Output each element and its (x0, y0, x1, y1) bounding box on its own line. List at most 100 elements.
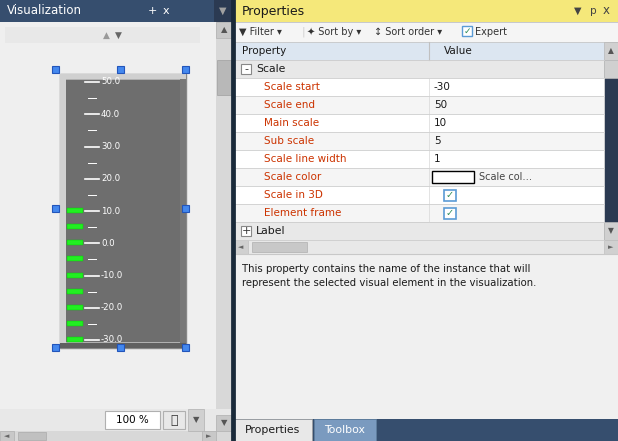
Bar (67, 208, 83, 213)
Bar (60, 74, 186, 348)
Text: Scale color: Scale color (264, 172, 321, 182)
Bar (216, 22, 232, 431)
Bar (5, 27, 200, 43)
Text: Scale col…: Scale col… (479, 172, 532, 182)
Bar (188, 409, 204, 431)
Text: ⌕: ⌕ (170, 414, 178, 426)
Bar (241, 64, 251, 74)
Bar (234, 0, 618, 22)
Bar (182, 66, 189, 73)
Text: Scale in 3D: Scale in 3D (264, 190, 323, 200)
Text: Visualization: Visualization (7, 4, 82, 18)
Text: |: | (302, 27, 306, 37)
Bar (18, 432, 46, 440)
Bar (105, 411, 160, 429)
Text: ▲: ▲ (608, 46, 614, 56)
Bar (234, 204, 604, 222)
Text: This property contains the name of the instance that will: This property contains the name of the i… (242, 264, 530, 274)
Bar (182, 205, 189, 212)
Text: x: x (603, 4, 609, 18)
Text: 10.0: 10.0 (101, 206, 120, 216)
Text: ▼: ▼ (193, 415, 199, 425)
Text: Scale: Scale (256, 64, 286, 74)
Text: -10.0: -10.0 (101, 271, 123, 280)
Bar (234, 240, 618, 254)
Text: 40.0: 40.0 (101, 110, 120, 119)
Bar (60, 74, 186, 79)
Text: 5: 5 (434, 136, 441, 146)
Bar (67, 224, 83, 229)
Text: Property: Property (242, 46, 286, 56)
Text: 1: 1 (434, 154, 441, 164)
Bar (234, 114, 604, 132)
Bar (234, 96, 604, 114)
Bar (217, 60, 231, 95)
Text: ✓: ✓ (464, 26, 471, 35)
Text: Scale line width: Scale line width (264, 154, 347, 164)
Bar (234, 78, 604, 96)
Bar (444, 190, 456, 201)
Bar (604, 42, 618, 60)
Text: ▼: ▼ (221, 419, 227, 427)
Bar (234, 419, 312, 441)
Text: Value: Value (444, 46, 473, 56)
Text: ✦ Sort by ▾: ✦ Sort by ▾ (307, 27, 362, 37)
Bar (67, 337, 83, 342)
Text: ▲: ▲ (103, 30, 109, 40)
Text: -20.0: -20.0 (101, 303, 123, 312)
Bar (117, 344, 124, 351)
Text: ↕ Sort order ▾: ↕ Sort order ▾ (374, 27, 442, 37)
Bar (67, 288, 83, 294)
Text: +: + (241, 226, 251, 236)
Bar (0, 409, 232, 431)
Bar (202, 431, 216, 441)
Text: ▼ Filter ▾: ▼ Filter ▾ (239, 27, 282, 37)
Bar (234, 132, 604, 150)
Bar (234, 168, 604, 186)
Text: Expert: Expert (475, 27, 507, 37)
Bar (67, 273, 83, 277)
Text: p: p (590, 6, 596, 16)
Bar (234, 22, 618, 42)
Text: Element frame: Element frame (264, 208, 341, 218)
Bar (234, 150, 604, 168)
Text: Scale start: Scale start (264, 82, 320, 92)
Bar (216, 415, 232, 431)
Text: Main scale: Main scale (264, 118, 319, 128)
Text: ◄: ◄ (4, 433, 10, 439)
Text: Properties: Properties (242, 4, 305, 18)
Text: ►: ► (608, 244, 614, 250)
Bar (234, 0, 618, 441)
Text: represent the selected visual element in the visualization.: represent the selected visual element in… (242, 278, 536, 288)
Text: ►: ► (206, 433, 212, 439)
Text: ▲: ▲ (221, 26, 227, 34)
Bar (234, 222, 604, 240)
Bar (67, 256, 83, 262)
Bar (252, 242, 307, 252)
Text: 50.0: 50.0 (101, 78, 120, 86)
Text: x: x (163, 6, 169, 16)
Bar (0, 22, 216, 431)
Text: Sub scale: Sub scale (264, 136, 314, 146)
Bar (180, 74, 186, 348)
Text: 30.0: 30.0 (101, 142, 120, 151)
Bar (234, 60, 604, 78)
Bar (60, 74, 66, 348)
Text: -30: -30 (434, 82, 451, 92)
Bar (52, 66, 59, 73)
Bar (67, 321, 83, 326)
Text: Label: Label (256, 226, 286, 236)
Text: Scale end: Scale end (264, 100, 315, 110)
Bar (182, 344, 189, 351)
Bar (67, 305, 83, 310)
Text: ✓: ✓ (446, 208, 454, 218)
Bar (52, 344, 59, 351)
Bar (117, 66, 124, 73)
Text: 20.0: 20.0 (101, 174, 120, 183)
Bar (0, 0, 214, 22)
Bar (0, 431, 304, 441)
Bar (234, 186, 604, 204)
Text: ▼: ▼ (608, 227, 614, 235)
Bar (604, 240, 618, 254)
Bar (444, 208, 456, 219)
